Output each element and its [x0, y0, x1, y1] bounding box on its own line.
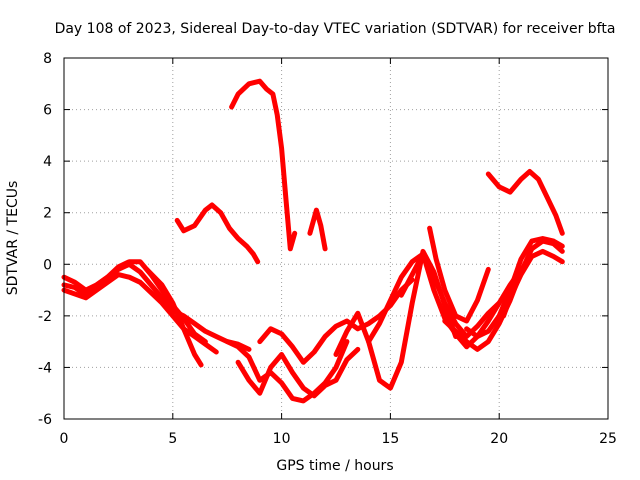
y-tick-label: -4 — [38, 360, 52, 376]
series-arc-18 — [485, 169, 565, 236]
x-tick-label: 25 — [599, 431, 617, 447]
series-layer — [61, 78, 565, 404]
series-arc-14 — [427, 225, 491, 324]
series-arc-12 — [366, 251, 502, 345]
plot-frame — [63, 57, 609, 420]
series-arc-9 — [235, 346, 361, 399]
series-arc-17 — [501, 248, 565, 319]
series-arc-7 — [307, 207, 328, 252]
y-tick-label: 2 — [43, 206, 52, 222]
y-tick-label: 6 — [43, 103, 52, 119]
chart-title: Day 108 of 2023, Sidereal Day-to-day VTE… — [55, 21, 616, 37]
y-tick-label: 8 — [43, 51, 52, 67]
series-arc-6 — [229, 78, 298, 252]
x-tick-label: 0 — [60, 431, 69, 447]
y-tick-label: -2 — [38, 309, 52, 325]
series-arc-13 — [398, 251, 524, 350]
tick-layer: 0 5 10 15 20 25 -6 -4 -2 0 2 4 6 8 — [38, 51, 617, 447]
series-arc-4 — [144, 266, 204, 368]
series-arc-2 — [61, 259, 208, 345]
y-tick-label: 0 — [43, 257, 52, 273]
x-axis-label: GPS time / hours — [276, 458, 393, 474]
x-tick-label: 20 — [490, 431, 508, 447]
x-tick-label: 10 — [273, 431, 291, 447]
series-arc-16 — [464, 236, 565, 339]
y-axis-label: SDTVAR / TECUs — [5, 181, 21, 296]
y-tick-label: -6 — [38, 412, 52, 428]
series-arc-5 — [174, 202, 261, 265]
series-arc-8 — [224, 339, 350, 404]
x-tick-label: 5 — [168, 431, 177, 447]
x-tick-label: 15 — [381, 431, 399, 447]
y-tick-label: 4 — [43, 154, 52, 170]
series-arc-3 — [61, 272, 219, 355]
